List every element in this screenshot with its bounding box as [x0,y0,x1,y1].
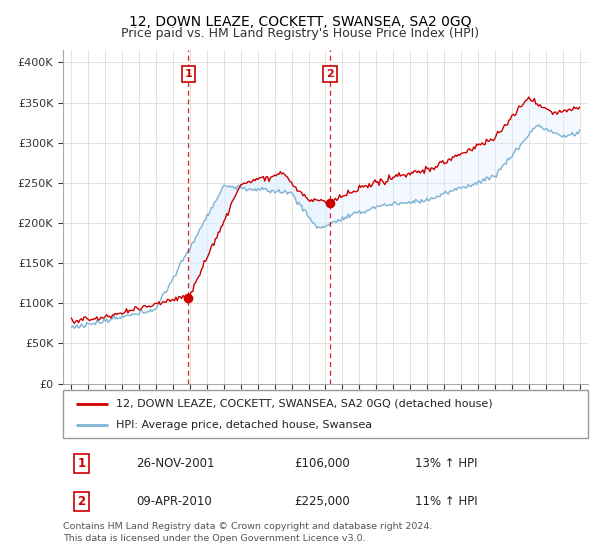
Text: 26-NOV-2001: 26-NOV-2001 [137,457,215,470]
Text: 2: 2 [326,69,334,79]
Text: £106,000: £106,000 [294,457,350,470]
Text: Contains HM Land Registry data © Crown copyright and database right 2024.
This d: Contains HM Land Registry data © Crown c… [63,522,433,543]
Text: HPI: Average price, detached house, Swansea: HPI: Average price, detached house, Swan… [115,419,371,430]
Text: 09-APR-2010: 09-APR-2010 [137,495,212,508]
Text: Price paid vs. HM Land Registry's House Price Index (HPI): Price paid vs. HM Land Registry's House … [121,27,479,40]
Text: 1: 1 [77,457,85,470]
FancyBboxPatch shape [63,390,588,438]
Text: 13% ↑ HPI: 13% ↑ HPI [415,457,477,470]
Text: £225,000: £225,000 [294,495,350,508]
Text: 12, DOWN LEAZE, COCKETT, SWANSEA, SA2 0GQ (detached house): 12, DOWN LEAZE, COCKETT, SWANSEA, SA2 0G… [115,399,492,409]
Text: 1: 1 [184,69,192,79]
Text: 12, DOWN LEAZE, COCKETT, SWANSEA, SA2 0GQ: 12, DOWN LEAZE, COCKETT, SWANSEA, SA2 0G… [129,15,471,29]
Text: 11% ↑ HPI: 11% ↑ HPI [415,495,478,508]
Text: 2: 2 [77,495,85,508]
